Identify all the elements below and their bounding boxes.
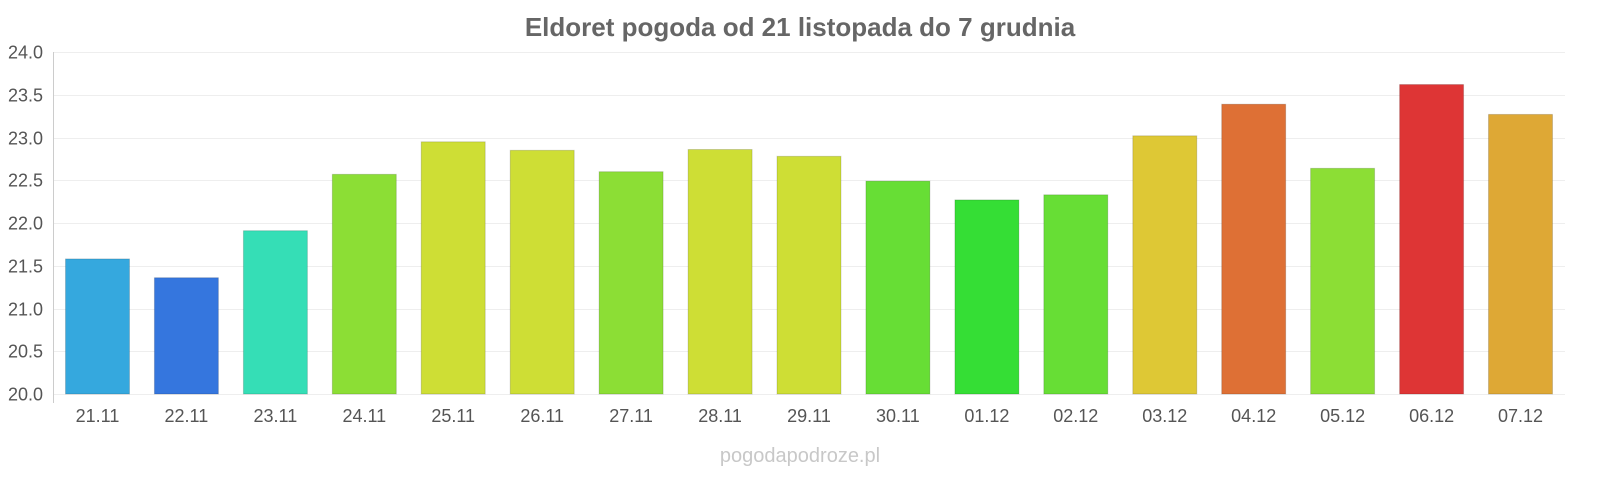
x-tick-label: 06.12 — [1409, 406, 1454, 426]
bars — [65, 84, 1553, 395]
bar-05.12 — [1310, 167, 1376, 395]
bar-06.12 — [1399, 84, 1465, 395]
bar-30.11 — [865, 180, 931, 395]
bar-07.12 — [1488, 113, 1553, 395]
x-axis-ticks: 21.11 22.11 23.11 24.11 25.11 26.11 27.11 28.11… — [76, 406, 1543, 426]
x-tick-label: 22.11 — [165, 406, 209, 426]
bar-26.11 — [509, 149, 575, 395]
y-tick-label: 23.0 — [8, 129, 43, 149]
y-tick-label: 23.5 — [8, 86, 43, 106]
bar-29.11 — [776, 155, 842, 395]
y-tick-label: 22.0 — [8, 214, 43, 234]
x-tick-label: 02.12 — [1053, 406, 1098, 426]
watermark: pogodapodroze.pl — [720, 445, 880, 467]
x-tick-label: 28.11 — [698, 406, 742, 426]
x-tick-label: 24.11 — [342, 406, 386, 426]
bar-24.11 — [331, 173, 397, 395]
x-tick-label: 30.11 — [876, 406, 920, 426]
y-axis-ticks: 20.0 20.5 21.0 21.5 22.0 22.5 23.0 23.5 24.0 — [8, 43, 43, 405]
x-tick-label: 25.11 — [431, 406, 475, 426]
bar-03.12 — [1132, 135, 1198, 395]
chart-title: Eldoret pogoda od 21 listopada do 7 grud… — [525, 12, 1076, 42]
bar-21.11 — [65, 258, 130, 395]
x-tick-label: 07.12 — [1498, 406, 1543, 426]
bar-01.12 — [954, 199, 1020, 395]
x-tick-label: 04.12 — [1231, 406, 1276, 426]
x-tick-label: 05.12 — [1320, 406, 1365, 426]
x-tick-label: 29.11 — [787, 406, 831, 426]
x-tick-label: 23.11 — [254, 406, 298, 426]
bar-02.12 — [1043, 194, 1109, 395]
x-tick-label: 03.12 — [1142, 406, 1187, 426]
bar-28.11 — [687, 149, 753, 395]
y-tick-label: 20.0 — [8, 385, 43, 405]
bar-04.12 — [1221, 103, 1287, 395]
bar-23.11 — [242, 230, 308, 395]
x-tick-label: 21.11 — [76, 406, 120, 426]
x-tick-label: 26.11 — [520, 406, 564, 426]
y-tick-label: 21.0 — [8, 300, 43, 320]
y-tick-label: 20.5 — [8, 342, 43, 362]
bar-22.11 — [153, 277, 219, 395]
bar-25.11 — [420, 141, 486, 395]
bar-27.11 — [598, 171, 664, 395]
y-tick-label: 21.5 — [8, 257, 43, 277]
y-tick-label: 22.5 — [8, 171, 43, 191]
x-tick-label: 27.11 — [609, 406, 653, 426]
x-tick-label: 01.12 — [964, 406, 1009, 426]
y-tick-label: 24.0 — [8, 43, 43, 63]
